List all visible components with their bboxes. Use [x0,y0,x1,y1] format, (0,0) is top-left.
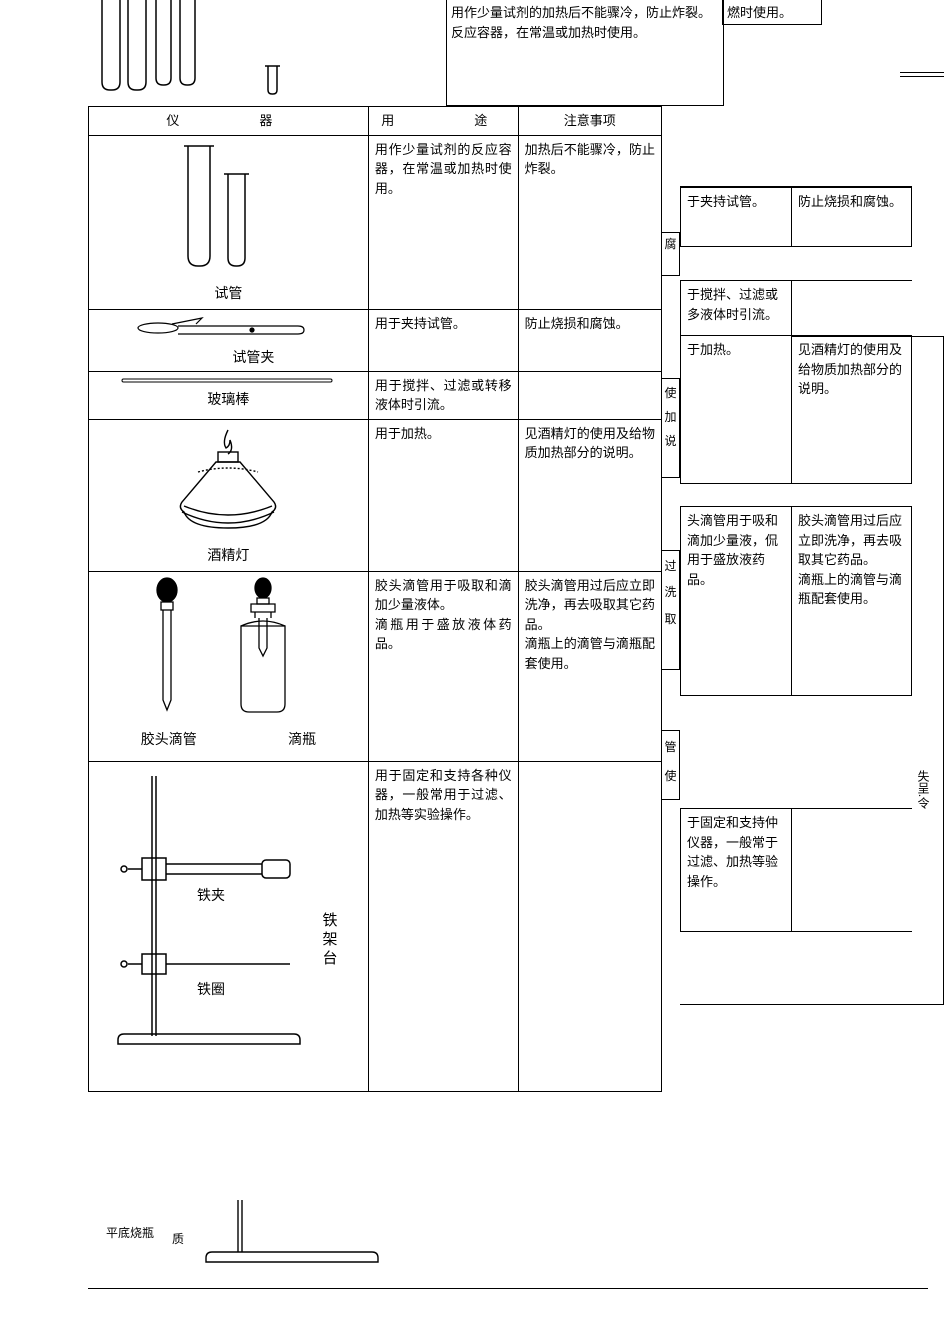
sub-label-a: 铁夹 [197,886,225,907]
glass-rod-icon [118,376,338,386]
right-frag-c1: 于固定和支持仲仪器，一般常于过滤、加热等验操作。 [680,808,792,932]
table-row: 酒精灯 用于加热。 见酒精灯的使用及给物质加热部分的说明。 [89,419,662,571]
side-vert-text: 失呈.令 [914,770,932,809]
sub-label-b: 铁圈 [197,980,225,1001]
inst-label-b: 滴瓶 [288,730,316,751]
note-cell: 见酒精灯的使用及给物质加热部分的说明。 [518,419,661,571]
col-header-use: 用 途 [368,107,518,136]
iron-stand-icon [108,766,348,1066]
use-cell: 用于固定和支持各种仪器，一般常用于过滤、加热等实验操作。 [368,761,518,1091]
bottom-label-a: 平底烧瓶 [106,1226,154,1240]
col-header-inst: 仪 器 [89,107,369,136]
table-row: 铁夹 铁圈 铁架台 用于固定和支持各种仪器，一般常用于过滤、加热等实验操作。 [89,761,662,1091]
table-row: 试管 用作少量试剂的反应容器，在常温或加热时使用。 加热后不能骤冷，防止炸裂。 [89,135,662,309]
table-row: 胶头滴管 滴瓶 胶头滴管用于吸取和滴加少量液体。 滴瓶用于盛放液体药品。 胶头滴… [89,571,662,761]
tube-holder-icon [128,312,328,348]
inst-label: 试管 [95,284,362,305]
narrow-char: 使加说 [664,386,676,448]
note-cell [518,371,661,419]
dropper-bottle-icon [123,576,333,726]
note-cell: 胶头滴管用过后应立即洗净，再去吸取其它药品。 滴瓶上的滴管与滴瓶配套使用。 [518,571,661,761]
right-frag-c2: 防止烧损和腐蚀。 [792,187,912,247]
note-cell: 加热后不能骤冷，防止炸裂。 [518,135,661,309]
inst-label: 酒精灯 [95,546,362,567]
top-frag-note: 燃时使用。 [727,5,792,20]
use-cell: 用于夹持试管。 [368,309,518,371]
inst-label-a: 胶头滴管 [141,730,197,751]
right-frag-c1: 于搅拌、过滤或多液体时引流。 [680,280,792,336]
test-tube-icon [168,140,288,280]
col-header-note: 注意事项 [518,107,661,136]
use-cell: 用于搅拌、过滤或转移液体时引流。 [368,371,518,419]
alcohol-lamp-icon [158,424,298,542]
stand-base-bottom-icon [200,1200,400,1280]
note-cell: 防止烧损和腐蚀。 [518,309,661,371]
tubes-top-icon [92,0,292,100]
right-frag-c1: 于加热。 [680,336,792,484]
narrow-char: 管使 [664,740,676,783]
table-row: 玻璃棒 用于搅拌、过滤或转移液体时引流。 [89,371,662,419]
right-frag-c1: 头滴管用于吸和滴加少量液，侃用于盛放液药品。 [680,506,792,696]
inst-label: 玻璃棒 [95,390,362,411]
right-frag-c2: 见酒精灯的使用及给物质加热部分的说明。 [792,336,912,484]
note-cell [518,761,661,1091]
use-cell: 用作少量试剂的反应容器，在常温或加热时使用。 [368,135,518,309]
inst-label: 铁架台 [317,912,340,969]
inst-label: 试管夹 [232,351,274,366]
right-frag-c1: 于夹持试管。 [680,187,792,247]
table-row: 试管夹 用于夹持试管。 防止烧损和腐蚀。 [89,309,662,371]
use-cell: 用于加热。 [368,419,518,571]
right-frag-c2: 胶头滴管用过后应立即洗净，再去吸取其它药品。 滴瓶上的滴管与滴瓶配套使用。 [792,506,912,696]
narrow-char: 腐 [664,237,676,251]
right-frag-c2 [792,280,912,336]
instrument-table: 仪 器 用 途 注意事项 试管 用作少量试剂的反应容器，在常温或加热时使用。 加… [88,106,662,1092]
narrow-char: 过洗取 [664,559,676,626]
right-frag-c2 [792,808,912,932]
top-frag-use: 用作少量试剂的加热后不能骤冷，防止炸裂。反应容器，在常温或加热时使用。 [451,5,711,40]
bottom-label-b: 质 [172,1232,184,1246]
use-cell: 胶头滴管用于吸取和滴加少量液体。 滴瓶用于盛放液体药品。 [368,571,518,761]
